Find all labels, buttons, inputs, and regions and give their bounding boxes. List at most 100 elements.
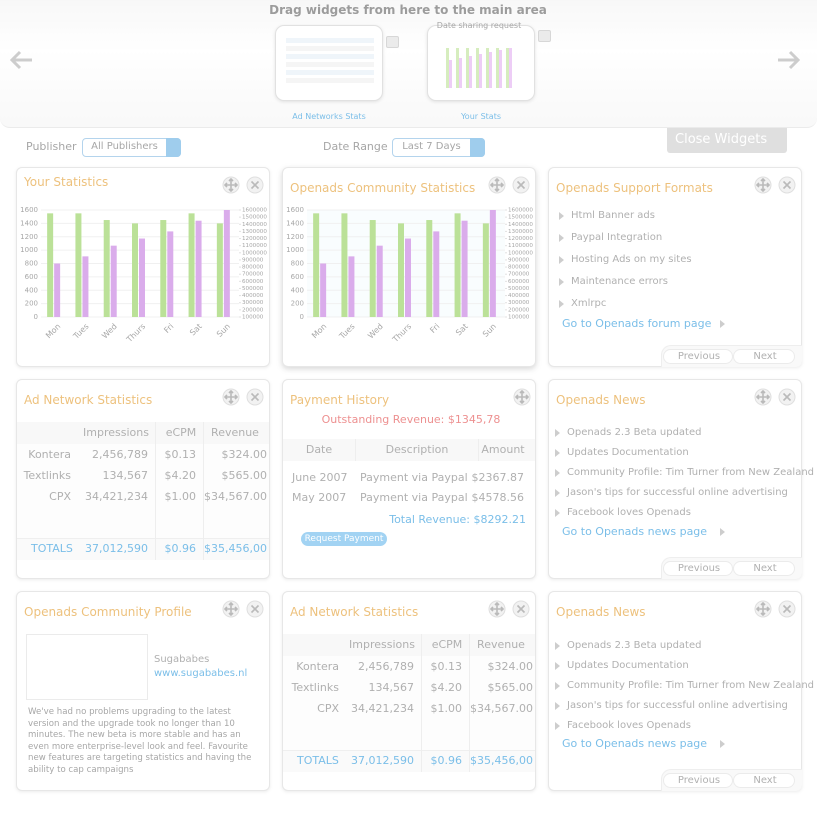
move-icon[interactable] [488, 176, 506, 194]
profile-image [26, 634, 148, 700]
bar [348, 256, 355, 317]
dropdown[interactable]: All Publishers [82, 138, 181, 157]
y2-tick-label: 1400000 [242, 222, 267, 228]
bar [160, 220, 167, 317]
move-icon[interactable] [754, 176, 772, 194]
y2-tick-label: 400000 [508, 293, 530, 299]
list-item[interactable]: Openads 2.3 Beta updated [567, 640, 702, 651]
pager-button[interactable]: Previous [663, 561, 733, 576]
list-item[interactable]: Maintenance errors [571, 276, 668, 287]
widget-title: Openads News [556, 605, 646, 619]
bar [110, 245, 117, 317]
bar [82, 256, 89, 317]
close-icon[interactable] [246, 388, 264, 406]
y2-tick-label: 700000 [508, 272, 530, 278]
y-tick-label: 600 [25, 273, 38, 281]
tray-arrow[interactable] [8, 50, 36, 70]
x-tick-label: Wed [366, 322, 385, 341]
column-header: Impressions [83, 426, 149, 439]
move-icon[interactable] [222, 388, 240, 406]
list-item[interactable]: Community Profile: Tim Turner from New Z… [567, 680, 815, 691]
close-icon[interactable] [246, 176, 264, 194]
chart: 0 200 400 600 800 1000 1200 1400 1600 100000 20000… [20, 206, 267, 345]
list-item[interactable]: Facebook loves Openads [567, 507, 691, 518]
table-cell: Payment via Paypal [360, 491, 468, 504]
request-payment-button[interactable]: Request Payment [301, 532, 387, 546]
list-link[interactable]: Go to Openads news page [562, 525, 708, 538]
list-item[interactable]: Jason's tips for successful online adver… [567, 487, 788, 498]
preview-bar [476, 48, 479, 88]
y2-tick-label: 700000 [242, 272, 264, 278]
move-icon[interactable] [754, 388, 772, 406]
table-cell: $2367.87 [471, 471, 525, 484]
icon-glyph [250, 392, 260, 402]
list-link[interactable]: Go to Openads forum page [562, 317, 712, 330]
close-icon[interactable] [778, 388, 796, 406]
close-widgets-label: Close Widgets [675, 132, 768, 147]
pager-button[interactable]: Next [733, 349, 795, 364]
bullet-arrow [559, 234, 564, 242]
list-item[interactable]: Xmlrpc [571, 298, 607, 309]
preview-bar [456, 48, 459, 88]
list-item[interactable]: Jason's tips for successful online adver… [567, 700, 788, 711]
close-icon[interactable] [512, 176, 530, 194]
table-body-bg [17, 444, 269, 538]
move-icon[interactable] [513, 388, 531, 406]
bar [433, 231, 440, 317]
totals-cell: 37,012,590 [85, 542, 148, 555]
thumbnail-label[interactable]: Your Stats [460, 112, 502, 121]
list-item[interactable]: Html Banner ads [571, 210, 655, 221]
close-icon[interactable] [512, 600, 530, 618]
list-item[interactable]: Community Profile: Tim Turner from New Z… [567, 467, 815, 478]
icon-glyph [755, 601, 771, 617]
widget: Payment History Outstanding Revenue: $134… [282, 379, 536, 579]
widget-title: Openads News [556, 393, 646, 407]
pager-button[interactable]: Previous [663, 349, 733, 364]
bullet-arrow [555, 662, 560, 670]
table-cell: 34,421,234 [85, 490, 148, 503]
bar [47, 213, 54, 317]
tray-arrow[interactable] [776, 50, 804, 70]
profile-link[interactable]: www.sugababes.nl [154, 668, 248, 679]
preview-row [286, 62, 374, 67]
pager-button[interactable]: Next [733, 773, 795, 788]
move-icon[interactable] [222, 600, 240, 618]
move-icon[interactable] [488, 600, 506, 618]
list-item[interactable]: Updates Documentation [567, 660, 689, 671]
widget-thumbnail[interactable] [275, 25, 383, 101]
lock-icon [538, 30, 551, 42]
list-item[interactable]: Facebook loves Openads [567, 720, 691, 731]
y2-tick-label: 200000 [242, 307, 264, 313]
list-item[interactable]: Openads 2.3 Beta updated [567, 427, 702, 438]
y2-tick-label: 1500000 [242, 215, 267, 221]
close-icon[interactable] [778, 176, 796, 194]
widget-thumbnail[interactable] [427, 25, 535, 101]
column-separator [155, 422, 156, 560]
close-widgets-button[interactable]: Close Widgets [667, 128, 787, 153]
move-icon[interactable] [754, 600, 772, 618]
close-icon[interactable] [778, 600, 796, 618]
list-link[interactable]: Go to Openads news page [562, 737, 708, 750]
list-item[interactable]: Hosting Ads on my sites [571, 254, 692, 265]
table-cell: $4.20 [430, 681, 463, 694]
list-item[interactable]: Updates Documentation [567, 447, 689, 458]
table-cell: Textlinks [291, 681, 339, 694]
y-tick-label: 200 [25, 300, 38, 308]
widget: Openads Community Profile Sugababes www.su… [16, 591, 270, 791]
bar [139, 238, 145, 317]
thumbnail-label[interactable]: Ad Networks Stats [292, 112, 366, 121]
dropdown[interactable]: Last 7 Days [392, 138, 485, 157]
y-tick-label: 800 [291, 260, 304, 268]
pager-button[interactable]: Next [733, 561, 795, 576]
column-separator [478, 439, 479, 461]
preview-bar [449, 60, 452, 88]
x-tick-label: Sun [215, 322, 232, 339]
pager-button[interactable]: Previous [663, 773, 733, 788]
close-icon[interactable] [246, 600, 264, 618]
list-item[interactable]: Paypal Integration [571, 232, 663, 243]
move-icon[interactable] [222, 176, 240, 194]
y-tick-label: 1200 [20, 233, 38, 241]
dropdown-value: All Publishers [91, 141, 158, 152]
y-tick-label: 1600 [20, 206, 38, 214]
dropdown-value: Last 7 Days [402, 141, 461, 152]
